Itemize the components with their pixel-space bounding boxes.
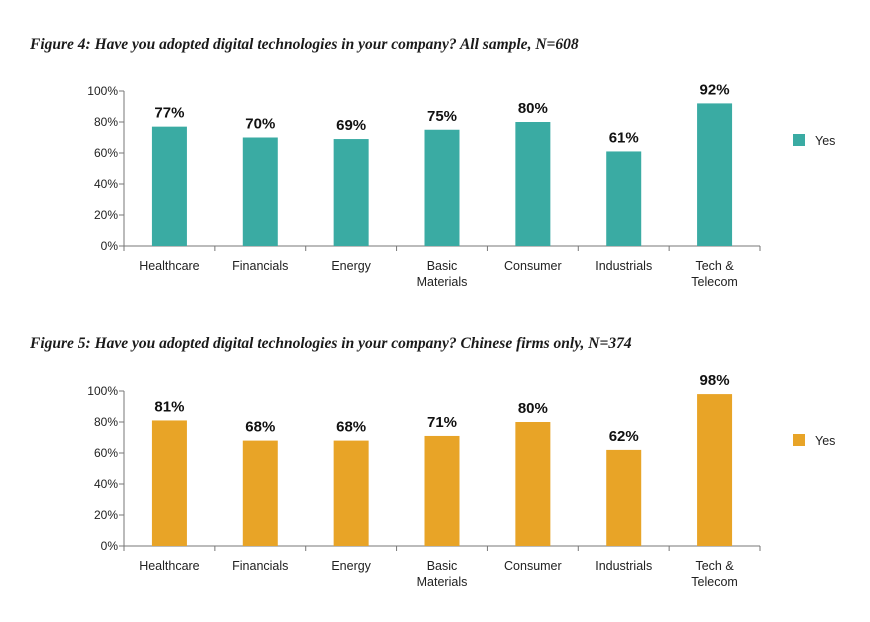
category-label: Materials [417, 575, 468, 589]
category-label: Industrials [595, 259, 652, 273]
category-label: Financials [232, 559, 288, 573]
bar [333, 440, 369, 546]
category-label: Telecom [691, 575, 738, 589]
data-label: 71% [427, 414, 457, 431]
figure-4-title: Figure 4: Have you adopted digital techn… [30, 36, 579, 53]
bar [515, 122, 551, 246]
bar [424, 435, 460, 546]
category-label: Consumer [504, 259, 562, 273]
y-tick-label: 100% [87, 384, 118, 398]
bar [424, 129, 460, 246]
legend-label: Yes [815, 134, 835, 148]
y-tick-label: 0% [101, 239, 119, 253]
y-tick-label: 20% [94, 508, 118, 522]
bar [606, 449, 642, 546]
data-label: 92% [700, 81, 730, 98]
y-tick-label: 20% [94, 208, 118, 222]
data-label: 81% [154, 398, 184, 415]
bar [151, 420, 187, 546]
category-label: Consumer [504, 559, 562, 573]
category-label: Tech & [695, 559, 734, 573]
y-tick-label: 40% [94, 177, 118, 191]
bar [515, 422, 551, 546]
data-label: 75% [427, 108, 457, 125]
bar [242, 137, 278, 246]
legend-swatch [793, 434, 805, 446]
category-label: Materials [417, 275, 468, 289]
figure-5-chart: 0% 20% 40% 60% 80% 100% 81% Healthcare 68% Financ… [87, 372, 835, 589]
category-label: Healthcare [139, 259, 199, 273]
category-label: Financials [232, 259, 288, 273]
category-label: Basic [427, 259, 458, 273]
y-tick-label: 100% [87, 84, 118, 98]
category-label: Telecom [691, 275, 738, 289]
data-label: 68% [336, 419, 366, 436]
y-tick-label: 40% [94, 477, 118, 491]
data-label: 80% [518, 100, 548, 117]
y-tick-label: 60% [94, 146, 118, 160]
figure-4-chart: 0% 20% 40% 60% 80% 100% 77% Healthcare 70% Financ… [87, 81, 835, 289]
category-label: Energy [331, 259, 371, 273]
data-label: 61% [609, 129, 639, 146]
bar [151, 126, 187, 246]
bar [606, 151, 642, 246]
category-label: Industrials [595, 559, 652, 573]
legend-swatch [793, 134, 805, 146]
y-tick-label: 80% [94, 115, 118, 129]
category-label: Energy [331, 559, 371, 573]
data-label: 70% [245, 116, 275, 133]
y-tick-label: 60% [94, 446, 118, 460]
bar [697, 103, 733, 247]
category-label: Healthcare [139, 559, 199, 573]
bar [242, 440, 278, 546]
data-label: 80% [518, 400, 548, 417]
data-label: 77% [154, 105, 184, 122]
data-label: 69% [336, 117, 366, 134]
data-label: 98% [700, 372, 730, 389]
category-label: Tech & [695, 259, 734, 273]
legend-label: Yes [815, 434, 835, 448]
bar [333, 139, 369, 246]
figure-5-title: Figure 5: Have you adopted digital techn… [30, 335, 632, 352]
data-label: 62% [609, 428, 639, 445]
bar [697, 394, 733, 546]
y-tick-label: 80% [94, 415, 118, 429]
y-tick-label: 0% [101, 539, 119, 553]
category-label: Basic [427, 559, 458, 573]
data-label: 68% [245, 419, 275, 436]
